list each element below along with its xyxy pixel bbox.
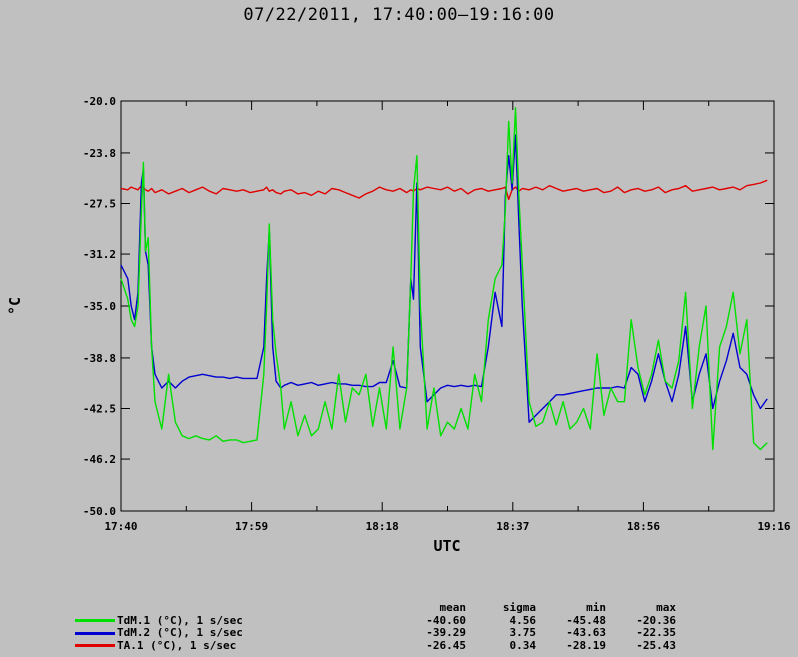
line-chart: -20.0 -23.8 -27.5 -31.2 -35.0 -38.8 -42.5 -46.2…	[6, 95, 791, 555]
stats-header-sigma: sigma	[502, 601, 536, 614]
y-tick-label: -46.2	[83, 453, 116, 466]
legend-row-tdm2: TdM.2 (°C), 1 s/sec -39.29 3.75 -43.63 -…	[75, 626, 676, 640]
y-tick-label: -38.8	[83, 352, 116, 365]
x-tick-label: 17:59	[235, 520, 268, 533]
stat-min-tdm1: -45.48	[566, 613, 606, 627]
legend-label-ta1: TA.1 (°C), 1 s/sec	[117, 638, 237, 652]
stat-mean-tdm2: -39.29	[426, 626, 466, 639]
y-axis: -20.0 -23.8 -27.5 -31.2 -35.0 -38.8 -42.5 -46.2…	[83, 95, 774, 518]
x-tick-label: 19:16	[757, 520, 790, 533]
y-tick-label: -42.5	[83, 403, 116, 416]
stat-mean-tdm1: -40.60	[426, 613, 466, 627]
series-layer	[120, 107, 768, 451]
stat-sigma-tdm2: 3.75	[509, 626, 537, 639]
y-tick-label: -31.2	[83, 248, 116, 261]
legend-row-ta1: TA.1 (°C), 1 s/sec -26.45 0.34 -28.19 -2…	[75, 638, 676, 653]
y-tick-label: -23.8	[83, 147, 116, 160]
chart-title: 07/22/2011, 17:40:00–19:16:00	[243, 5, 555, 25]
y-tick-label: -50.0	[83, 505, 116, 518]
statistics-legend: mean sigma min max TdM.1 (°C), 1 s/sec -…	[75, 601, 677, 653]
stat-sigma-tdm1: 4.56	[509, 613, 537, 627]
x-tick-label: 18:56	[627, 520, 660, 533]
stat-max-ta1: -25.43	[636, 638, 676, 652]
series-line-tdm2	[120, 134, 768, 423]
x-axis: 17:40 17:59 18:18 18:37 18:56 19:16	[104, 101, 791, 533]
x-tick-label: 18:37	[496, 520, 529, 533]
stat-min-tdm2: -43.63	[566, 626, 606, 639]
series-line-tdm1	[120, 107, 768, 451]
stats-header-max: max	[656, 601, 676, 614]
series-line-ta1	[120, 179, 768, 201]
x-tick-label: 17:40	[104, 520, 137, 533]
y-axis-title: °C	[6, 297, 24, 315]
stat-max-tdm1: -20.36	[636, 613, 676, 627]
stats-header-row: mean sigma min max	[75, 601, 677, 615]
y-tick-label: -20.0	[83, 95, 116, 108]
legend-label-tdm1: TdM.1 (°C), 1 s/sec	[117, 613, 243, 627]
y-tick-label: -27.5	[83, 198, 116, 211]
stats-header-min: min	[586, 601, 606, 614]
legend-swatch-tdm1	[75, 619, 115, 623]
stats-header-mean: mean	[439, 601, 467, 614]
legend-label-tdm2: TdM.2 (°C), 1 s/sec	[117, 626, 243, 639]
plot-area	[120, 100, 775, 512]
stat-mean-ta1: -26.45	[426, 638, 466, 652]
x-axis-title: UTC	[433, 537, 460, 555]
x-tick-label: 18:18	[366, 520, 399, 533]
legend-swatch-ta1	[75, 644, 115, 648]
stat-sigma-ta1: 0.34	[509, 638, 537, 652]
y-tick-label: -35.0	[83, 300, 116, 313]
legend-row-tdm1: TdM.1 (°C), 1 s/sec -40.60 4.56 -45.48 -…	[75, 613, 676, 628]
stat-min-ta1: -28.19	[566, 638, 606, 652]
legend-swatch-tdm2	[75, 631, 115, 635]
stat-max-tdm2: -22.35	[636, 626, 676, 639]
